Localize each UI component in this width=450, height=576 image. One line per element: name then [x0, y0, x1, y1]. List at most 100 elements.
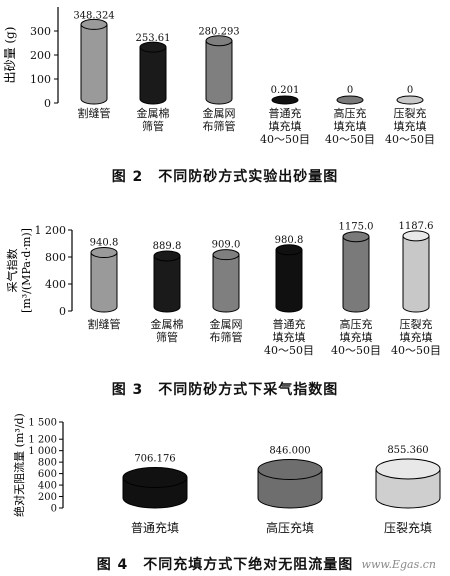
fig3-bar — [402, 230, 430, 313]
fig3-bar-top — [275, 244, 303, 256]
fig4-y-tick-label: 0 — [51, 504, 57, 515]
fig4-y-tick-label: 1 500 — [28, 418, 57, 429]
fig4-category-label: 高压充填 — [266, 520, 314, 535]
fig2-category-label-line-1: 布筛管 — [203, 119, 236, 133]
fig2-y-tick-label: 200 — [30, 49, 51, 62]
fig4-bar-body — [375, 468, 441, 509]
fig4-y-tick-label: 1 000 — [28, 446, 57, 457]
fig4-bar — [375, 458, 441, 509]
fig2-data-label: 253.61 — [136, 33, 171, 44]
fig2-data-label: 0.201 — [271, 85, 300, 96]
fig4-y-tick-label: 600 — [38, 469, 57, 480]
fig3-y-tick-label: 1 200 — [35, 224, 67, 237]
fig3-bar-body — [402, 235, 430, 313]
fig4-y-tick-label: 1 200 — [28, 435, 57, 446]
fig2-category-label-line-2: 40～50目 — [260, 133, 310, 146]
figure4-caption: 图 4 不同充填方式下绝对无阻流量图 — [96, 557, 354, 573]
fig2-category-label-line-0: 金属棉 — [137, 106, 170, 120]
fig2-bar — [139, 41, 167, 105]
fig3-y-tick-label: 0 — [59, 305, 66, 318]
fig2-bar-body — [80, 23, 108, 105]
fig3-category-label-line-1: 布筛管 — [210, 330, 243, 344]
fig3-data-label: 980.8 — [275, 235, 304, 246]
fig3-data-label: 909.0 — [212, 240, 241, 251]
fig3-y-axis-label: [m³/(MPa·d·m)] — [20, 228, 33, 313]
fig3-bar-body — [275, 249, 303, 313]
fig3-bar — [212, 249, 240, 313]
fig2-category-label-line-1: 筛管 — [142, 119, 164, 133]
fig2-y-tick-label: 0 — [44, 97, 51, 110]
fig2-category-label-line-0: 普通充 — [269, 106, 302, 120]
fig3-data-label: 889.8 — [153, 241, 182, 252]
fig3-bar — [342, 231, 370, 313]
figure3-caption: 图 3 不同防砂方式下采气指数图 — [111, 382, 339, 398]
fig3-category-label-line-0: 压裂充 — [400, 317, 433, 331]
fig2-category-label-line-1: 填充填 — [269, 119, 302, 133]
fig3-bar-top — [90, 246, 118, 258]
fig3-bar-body — [90, 251, 118, 313]
fig3-bar — [275, 244, 303, 313]
fig3-category-label-line-2: 40～50目 — [264, 344, 314, 357]
fig3-data-label: 1175.0 — [339, 222, 374, 233]
fig3-category-label-line-0: 金属棉 — [151, 317, 184, 331]
fig2-bar-top — [205, 35, 233, 47]
fig3-y-tick-label: 400 — [45, 278, 66, 291]
fig3-category-label-line-1: 填充填 — [400, 330, 433, 344]
fig4-bar-top — [375, 458, 441, 480]
fig2-category-label-line-1: 填充填 — [394, 119, 427, 133]
fig3-bar — [153, 250, 181, 313]
fig2-category-label-line-0: 高压充 — [334, 106, 367, 120]
fig3-category-label-line-1: 筛管 — [156, 330, 178, 344]
fig2-bar — [205, 35, 233, 105]
fig2-bar — [80, 18, 108, 105]
fig2-category-label-line-0: 金属网 — [203, 106, 236, 120]
fig2-data-label: 280.293 — [198, 27, 239, 38]
fig2-data-label: 348.324 — [73, 10, 114, 21]
fig2-bar-body — [205, 40, 233, 105]
fig3-category-label-line-0: 普通充 — [273, 317, 306, 331]
fig4-bar — [122, 467, 188, 509]
fig4-bar — [257, 458, 323, 509]
fig2-y-axis-label: 出砂量 (g) — [3, 27, 17, 84]
fig3-y-axis-label: 采气指数 — [5, 249, 19, 293]
fig4-data-label: 846.000 — [269, 445, 310, 456]
fig3-category-label-line-1: 填充填 — [273, 330, 306, 344]
fig3-bar-top — [342, 231, 370, 243]
fig2-bar-body — [139, 46, 167, 105]
fig3-data-label: 1187.6 — [399, 221, 434, 232]
fig4-bar-body — [257, 468, 323, 509]
fig4-y-axis-label: 绝对无阻流量 (m³/d) — [12, 413, 26, 517]
fig3-category-label-line-2: 40～50目 — [391, 344, 441, 357]
fig3-data-label: 940.8 — [90, 237, 119, 248]
fig2-bar — [271, 95, 299, 105]
fig4-category-label: 普通充填 — [131, 520, 179, 535]
figure2-caption: 图 2 不同防砂方式实验出砂量图 — [111, 169, 339, 185]
fig3-category-label-line-1: 填充填 — [340, 330, 373, 344]
fig2-bar — [396, 95, 424, 105]
fig2-category-label-line-0: 割缝管 — [78, 106, 111, 120]
fig2-category-label-line-1: 填充填 — [334, 119, 367, 133]
fig3-bar-body — [153, 255, 181, 313]
fig4-bar-top — [257, 458, 323, 480]
fig3-category-label-line-0: 金属网 — [210, 317, 243, 331]
fig3-y-tick-label: 800 — [45, 251, 66, 264]
fig3-bar — [90, 246, 118, 313]
fig4-y-tick-label: 200 — [38, 492, 57, 503]
fig2-data-label: 0 — [347, 85, 353, 96]
fig3-category-label-line-0: 割缝管 — [88, 317, 121, 331]
fig3-bar-top — [402, 230, 430, 242]
fig3-bar-body — [212, 254, 240, 313]
fig2-bar-top — [80, 18, 108, 30]
fig2-category-label-line-2: 40～50目 — [385, 133, 435, 146]
fig4-data-label: 706.176 — [134, 454, 175, 465]
fig2-data-label: 0 — [407, 85, 413, 96]
fig4-data-label: 855.360 — [387, 445, 428, 456]
fig3-bar-body — [342, 236, 370, 313]
fig2-bar — [336, 95, 364, 105]
fig2-category-label-line-0: 压裂充 — [394, 106, 427, 120]
fig2-category-label-line-2: 40～50目 — [325, 133, 375, 146]
fig4-y-tick-label: 800 — [38, 458, 57, 469]
fig3-category-label-line-0: 高压充 — [340, 317, 373, 331]
fig3-category-label-line-2: 40～50目 — [331, 344, 381, 357]
